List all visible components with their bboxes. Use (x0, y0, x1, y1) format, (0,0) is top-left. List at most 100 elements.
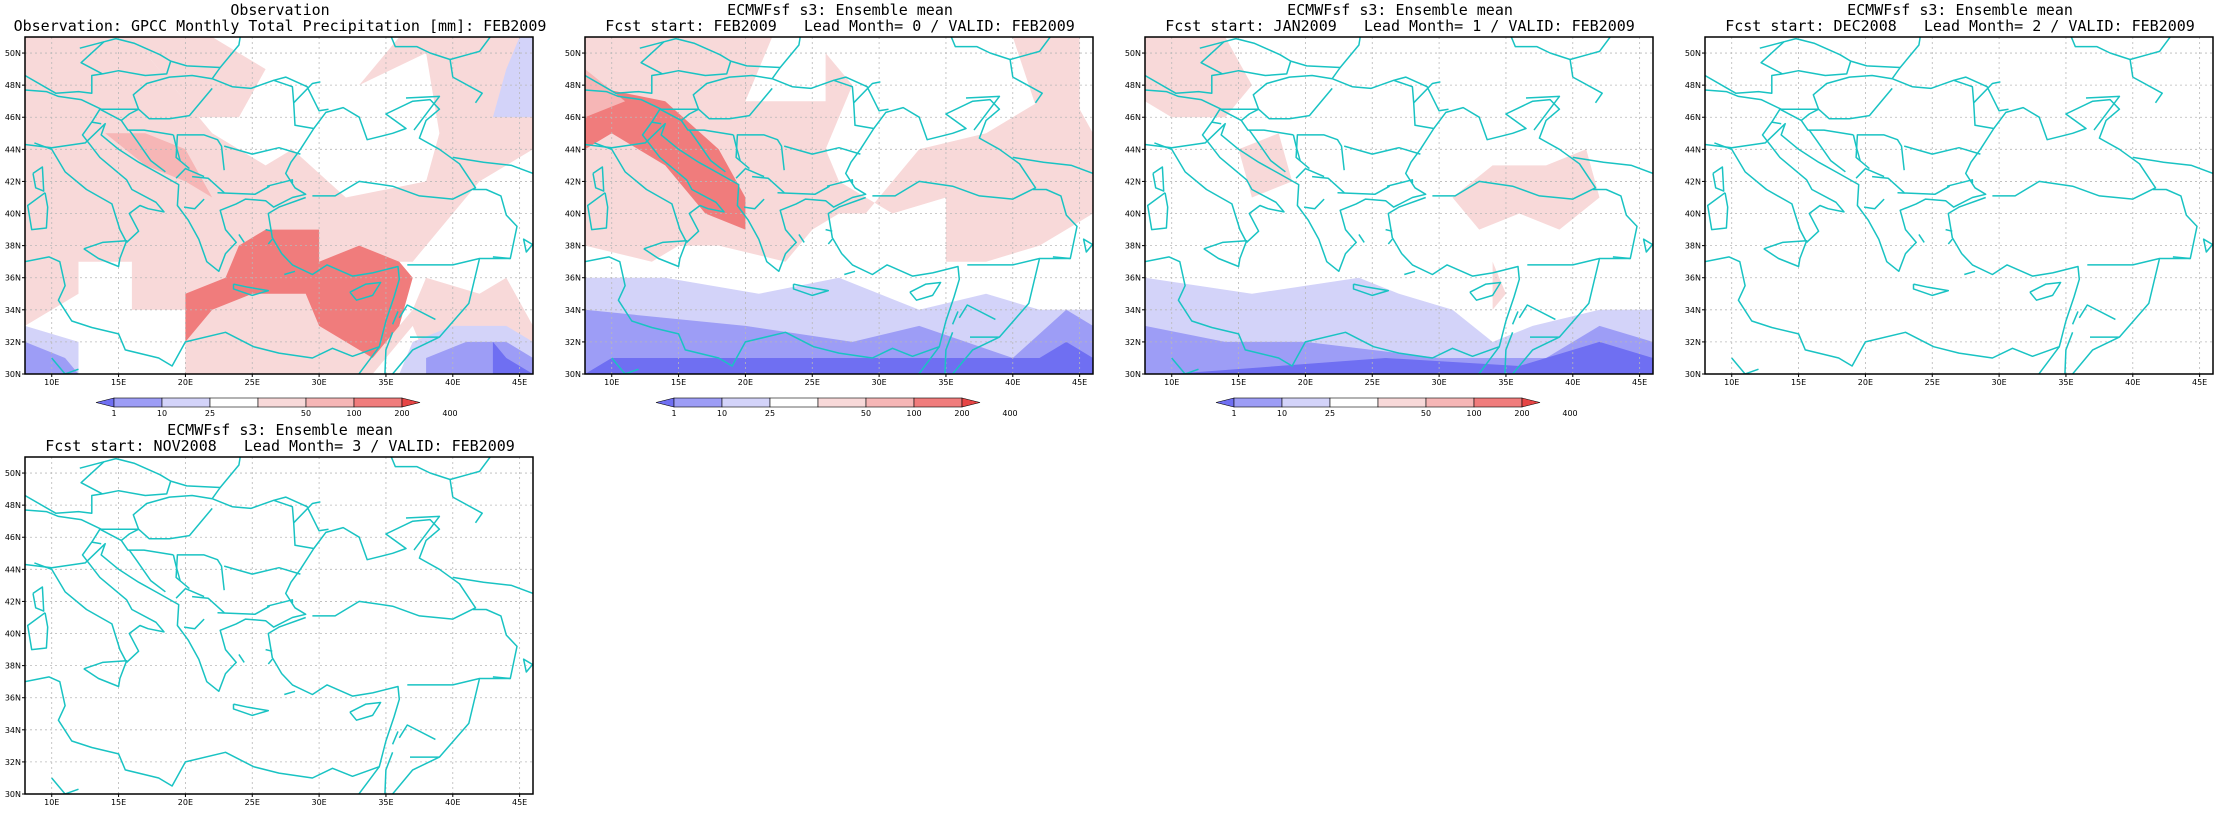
lat-tick-label: 48N (1685, 81, 1701, 90)
coastline (2085, 95, 2121, 131)
lat-tick-label: 40N (5, 210, 21, 219)
coastline (172, 554, 181, 581)
coastline (1171, 357, 1199, 374)
coastline (391, 311, 399, 325)
coastline (273, 496, 329, 532)
coastline (1525, 95, 1561, 131)
coastline (1504, 332, 1514, 374)
map-frame (1144, 36, 1654, 375)
coastline (217, 185, 270, 196)
coastline (26, 192, 49, 231)
coastline (1032, 188, 1078, 260)
lon-tick-label: 40E (1565, 378, 1580, 387)
precipitation-map: 10E 15E 20E 25E 30E 35E 40E 45E 30N 32N 34N 36N 38N 4… (5, 456, 534, 807)
coastline (1642, 205, 1653, 253)
coastline (266, 179, 294, 187)
coastline (2152, 188, 2198, 260)
map-panel: ECMWFsf s3: Ensemble mean Fcst start: DEC… (1680, 0, 2240, 420)
coastline (266, 599, 294, 607)
coastline (438, 678, 481, 758)
coastline (771, 37, 801, 80)
coastline (211, 78, 314, 130)
lat-tick-label: 40N (5, 630, 21, 639)
coastline (641, 121, 725, 243)
colorbar: 1 10 25 50 100 200 400 (95, 397, 458, 418)
colorbar-label: 400 (442, 409, 457, 418)
coastline (2129, 37, 2171, 61)
lon-tick-label: 20E (178, 798, 193, 807)
lon-tick-label: 10E (1164, 378, 1179, 387)
colorbar-swatch (1521, 397, 1541, 408)
coastline (267, 238, 273, 245)
coastline (1511, 311, 1519, 325)
coastline (1891, 37, 1921, 80)
lat-tick-label: 44N (565, 145, 581, 154)
coastline (128, 129, 166, 173)
coastline (1712, 166, 1725, 192)
coastline (639, 41, 665, 49)
coastline (391, 756, 441, 794)
coastline (1012, 156, 1093, 175)
coastline (211, 498, 314, 550)
coastline (585, 196, 961, 367)
coastline (1518, 304, 1556, 321)
coastline (452, 496, 483, 524)
coastline (232, 703, 270, 717)
coastline (1146, 192, 1169, 231)
coastline (1082, 205, 1093, 253)
coastline (1404, 270, 1416, 276)
coastline (651, 108, 699, 123)
precip-contour-b1 (585, 341, 1093, 374)
precip-contour-r3 (185, 229, 413, 358)
coastline (472, 188, 518, 260)
colorbar-label: 50 (301, 409, 311, 418)
coastline (1303, 198, 1325, 210)
lon-tick-label: 45E (2192, 378, 2207, 387)
colorbar-label: 400 (1562, 409, 1577, 418)
coastline (238, 653, 245, 663)
coastline (1759, 41, 1785, 49)
coastline (777, 185, 830, 196)
coastline (120, 539, 174, 556)
coastline (407, 257, 511, 266)
coastline (267, 658, 273, 665)
lon-tick-label: 45E (512, 798, 527, 807)
coastline (349, 281, 382, 301)
coastline (211, 457, 241, 500)
coastline (1891, 78, 1994, 130)
lon-tick-label: 35E (1498, 378, 1513, 387)
lat-tick-label: 50N (1125, 49, 1141, 58)
coastline (1248, 129, 1286, 173)
lon-tick-label: 40E (1005, 378, 1020, 387)
lon-tick-label: 10E (1724, 378, 1739, 387)
lat-tick-label: 38N (5, 242, 21, 251)
coastline (730, 60, 781, 69)
colorbar-swatch (913, 397, 963, 408)
precip-contour-r1 (1012, 37, 1080, 118)
coastline (34, 142, 128, 243)
coastline (965, 95, 1001, 131)
lat-tick-label: 48N (5, 501, 21, 510)
coastline (1800, 119, 1854, 136)
coastline (2070, 37, 2134, 78)
coastline (783, 145, 861, 155)
coastline (1705, 196, 2081, 367)
lon-tick-label: 15E (671, 378, 686, 387)
precip-contour-r1 (1452, 149, 1600, 230)
lon-tick-label: 25E (245, 798, 260, 807)
panel-title: ECMWFsf s3: Ensemble mean (1847, 1, 2073, 19)
coastline (398, 724, 436, 741)
coastline (51, 357, 79, 374)
lat-tick-label: 30N (1685, 370, 1701, 379)
lat-tick-label: 34N (1125, 306, 1141, 315)
coastline (1945, 228, 1953, 232)
coastline (909, 281, 942, 301)
lat-tick-label: 34N (5, 726, 21, 735)
coastline (998, 258, 1041, 338)
lon-tick-label: 30E (1431, 378, 1446, 387)
lat-tick-label: 46N (5, 113, 21, 122)
coastline (2132, 156, 2213, 175)
coastline (2132, 76, 2163, 104)
coastline (1252, 74, 1333, 120)
lon-tick-label: 15E (111, 378, 126, 387)
